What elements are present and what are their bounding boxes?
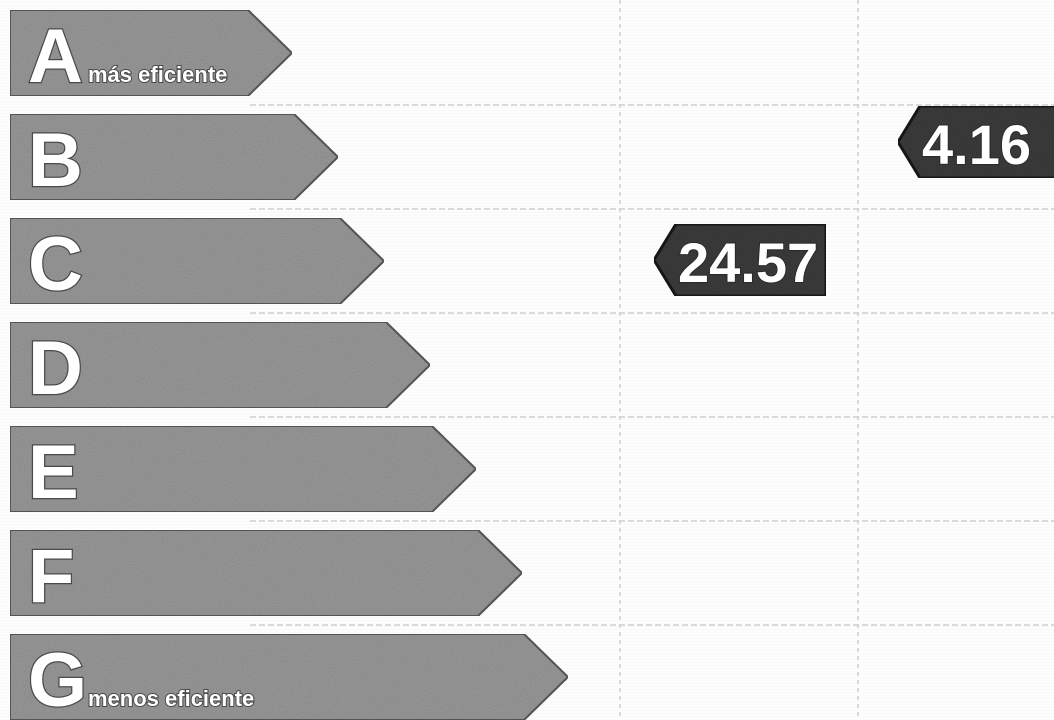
rating-row-d: D: [9, 321, 432, 412]
rating-row-f: F: [9, 529, 524, 620]
rating-arrow-b: [9, 113, 340, 201]
rating-row-b: B: [9, 113, 340, 204]
rating-letter-e: E: [28, 430, 79, 515]
rating-label-a: más eficiente: [88, 62, 227, 87]
rating-arrow-e: [9, 425, 478, 513]
rating-arrow-a: [9, 9, 294, 97]
rating-letter-b: B: [28, 118, 83, 203]
value-indicator: 24.57: [652, 222, 828, 298]
indicator-tag: [896, 104, 1054, 180]
value-indicator: 4.16: [896, 104, 1054, 180]
rating-letter-g: G: [28, 638, 87, 720]
rating-arrow-g: [9, 633, 570, 720]
rating-arrow-f: [9, 529, 524, 617]
rating-letter-c: C: [28, 222, 83, 307]
rating-row-e: E: [9, 425, 478, 516]
rating-arrow-c: [9, 217, 386, 305]
value-indicators: 24.57 4.16: [652, 104, 1054, 298]
rating-label-g: menos eficiente: [88, 686, 254, 711]
rating-letter-a: A: [28, 14, 83, 99]
indicator-tag: [652, 222, 828, 298]
rating-arrow-d: [9, 321, 432, 409]
rating-row-c: C: [9, 217, 386, 308]
indicator-value: 24.57: [678, 231, 818, 294]
grid-lines: [250, 0, 1054, 720]
rating-letter-d: D: [28, 326, 83, 411]
rating-letter-f: F: [28, 534, 74, 619]
indicator-value: 4.16: [922, 113, 1031, 176]
